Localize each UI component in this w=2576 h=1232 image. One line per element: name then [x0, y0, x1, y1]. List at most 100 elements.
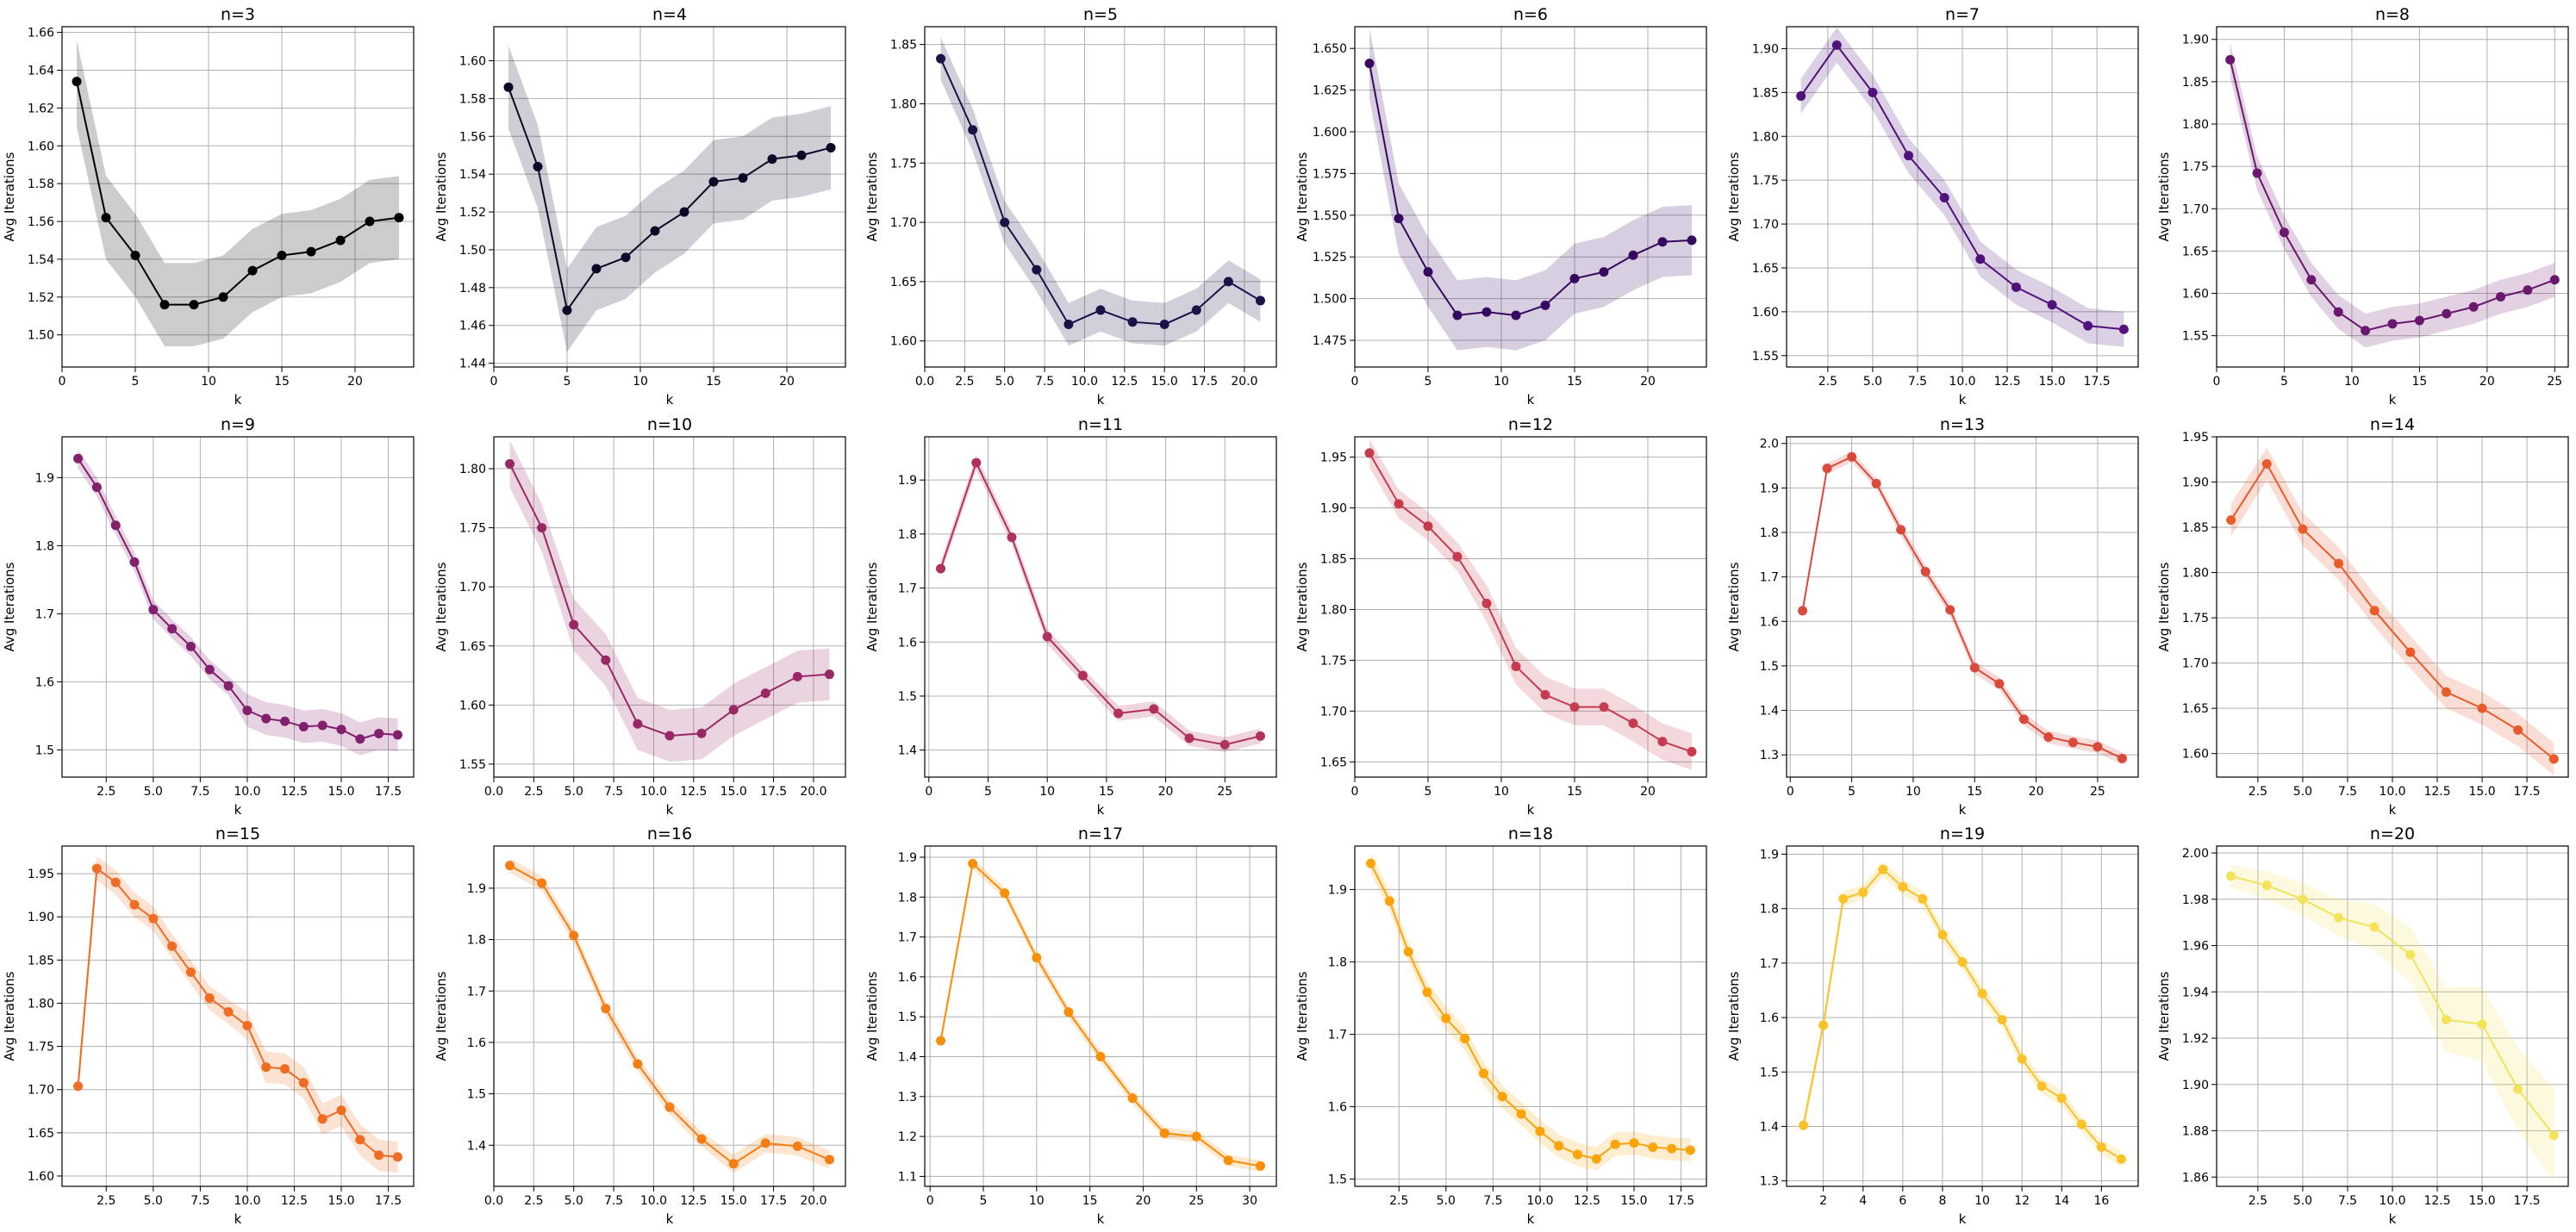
subplot-4: 0 5 10 15 20 1.475 1.500 1.525 1.550 1.575 1.600 1.… [1294, 5, 1707, 408]
data-point-6 [2361, 326, 2371, 336]
y-tick-label-5: 1.85 [1320, 552, 1347, 566]
y-axis-label: Avg Iterations [1726, 971, 1742, 1061]
data-point-1 [2226, 515, 2236, 526]
data-point-11 [1255, 1160, 1265, 1171]
data-point-14 [317, 1114, 327, 1124]
data-point-6 [2405, 647, 2416, 657]
data-point-7 [185, 641, 196, 651]
data-point-11 [1554, 1141, 1564, 1151]
data-point-8 [1569, 273, 1580, 283]
y-tick-label-8: 1.95 [2182, 431, 2209, 445]
y-axis-label: Avg Iterations [1294, 562, 1310, 651]
y-tick-label-1: 1.44 [459, 358, 486, 371]
data-point-2 [1831, 40, 1842, 50]
x-tick-label-3: 10 [633, 375, 648, 389]
y-tick-label-5: 1.9 [35, 471, 54, 485]
data-point-2 [101, 213, 111, 223]
x-tick-label-4: 7.5 [604, 785, 623, 799]
data-point-11 [824, 669, 834, 680]
data-point-4 [129, 557, 140, 567]
data-point-4 [1422, 987, 1432, 998]
y-tick-label-2: 1.500 [1313, 293, 1347, 307]
data-point-3 [569, 619, 579, 630]
x-tick-label-1: 2.5 [1818, 375, 1837, 389]
y-axis-label: Avg Iterations [2156, 562, 2172, 651]
y-tick-label-2: 1.4 [1760, 1120, 1779, 1134]
data-point-9 [1599, 267, 1609, 277]
data-point-7 [2387, 319, 2398, 329]
data-point-4 [601, 655, 611, 665]
x-tick-label-5: 20 [2479, 375, 2495, 389]
x-tick-label-7: 14 [2054, 1194, 2069, 1208]
data-point-4 [1858, 887, 1868, 898]
data-point-10 [2548, 754, 2559, 764]
data-point-4 [2334, 558, 2344, 569]
data-point-1 [936, 1036, 946, 1046]
subplot-10: 0 5 10 15 20 1.65 1.70 1.75 1.80 1.85 1.90 1.95 n=12… [1294, 415, 1707, 818]
confidence-band [77, 40, 399, 346]
y-tick-label-4: 1.8 [1328, 955, 1347, 969]
data-point-10 [242, 1021, 253, 1031]
y-tick-label-7: 1.7 [898, 931, 917, 945]
data-point-6 [1095, 1052, 1106, 1062]
x-tick-label-5: 20 [347, 375, 363, 389]
data-point-4 [1871, 478, 1881, 488]
x-tick-label-4: 15 [1567, 785, 1582, 799]
y-axis-label: Avg Iterations [433, 971, 449, 1061]
y-tick-label-2: 1.70 [1320, 705, 1347, 719]
x-tick-label-6: 25 [2547, 375, 2562, 389]
y-tick-label-3: 1.65 [1752, 262, 1779, 276]
data-point-6 [1095, 305, 1106, 315]
data-point-5 [1441, 1013, 1451, 1024]
data-point-1 [936, 563, 946, 574]
data-point-8 [1159, 319, 1169, 329]
x-tick-label-2: 5 [1425, 785, 1432, 799]
x-axis-label: k [666, 1211, 674, 1227]
x-tick-label-1: 0.0 [484, 785, 503, 799]
subplot-title: n=15 [215, 824, 260, 843]
x-tick-label-9: 20.0 [1231, 375, 1257, 389]
x-tick-label-6: 15.0 [2468, 785, 2495, 799]
subplot-9: 0 5 10 15 20 25 1.4 1.5 1.6 1.7 1.8 1.9 n=11 k Avg Ite… [864, 415, 1277, 818]
x-axis-label: k [1527, 1211, 1535, 1227]
data-point-5 [189, 300, 199, 310]
subplot-title: n=5 [1083, 5, 1118, 24]
data-point-16 [355, 734, 365, 744]
data-point-9 [2442, 308, 2452, 319]
y-tick-label-7: 1.85 [2182, 76, 2209, 90]
confidence-band [508, 45, 831, 352]
data-point-7 [2441, 687, 2451, 697]
x-tick-label-4: 15 [1567, 375, 1582, 389]
data-point-11 [261, 1062, 271, 1073]
data-point-3 [1838, 893, 1849, 904]
subplot-title: n=16 [647, 824, 692, 843]
y-axis-label: Avg Iterations [2, 562, 17, 651]
x-tick-label-2: 2.5 [524, 1194, 543, 1208]
x-tick-label-1: 0.0 [484, 1194, 503, 1208]
data-point-6 [1511, 661, 1521, 671]
x-tick-label-2: 5 [980, 1194, 988, 1208]
data-point-5 [633, 1059, 643, 1069]
data-point-6 [1920, 566, 1930, 576]
x-tick-label-6: 12.5 [680, 1194, 707, 1208]
data-point-2 [2252, 168, 2262, 178]
data-point-5 [1878, 864, 1888, 874]
data-point-17 [1667, 1143, 1677, 1154]
data-point-12 [2523, 285, 2533, 296]
data-point-6 [1511, 310, 1521, 320]
y-tick-label-1: 1.86 [2182, 1171, 2209, 1185]
data-point-9 [223, 1006, 234, 1017]
x-tick-label-2: 5 [132, 375, 140, 389]
data-point-9 [223, 681, 234, 691]
data-point-1 [505, 459, 515, 470]
data-point-11 [1657, 237, 1668, 247]
data-point-3 [1423, 521, 1433, 532]
data-point-1 [72, 77, 82, 87]
confidence-band [940, 857, 1261, 1172]
x-tick-label-5: 20 [1158, 785, 1174, 799]
x-tick-label-1: 2.5 [1389, 1194, 1408, 1208]
x-tick-label-2: 5 [564, 375, 571, 389]
x-tick-label-1: 0 [59, 375, 66, 389]
data-point-8 [204, 992, 215, 1003]
y-tick-label-4: 1.75 [28, 1041, 54, 1055]
